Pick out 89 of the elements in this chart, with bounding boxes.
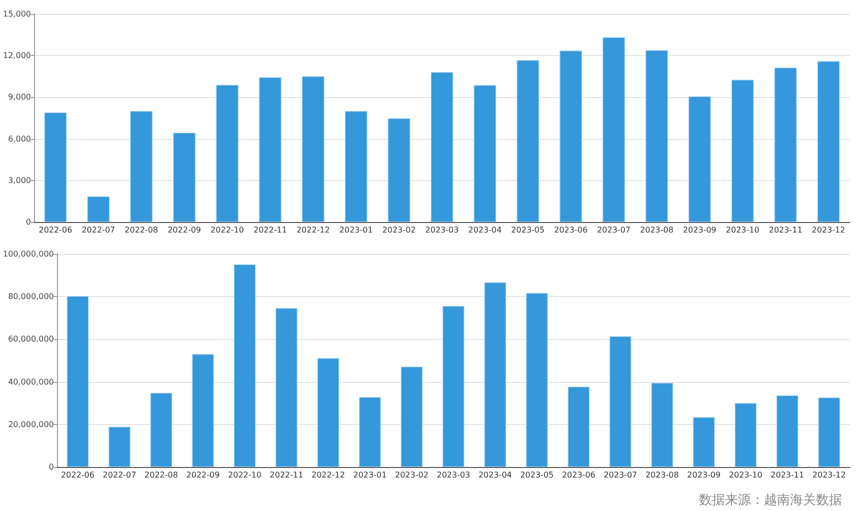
y-tick-label: 15,000 (3, 10, 31, 18)
bar (610, 336, 632, 467)
bar (731, 80, 754, 222)
x-tick-label: 2023-11 (770, 470, 804, 480)
bar (817, 61, 840, 222)
y-tick-label: 80,000,000 (8, 292, 54, 302)
x-tick-label: 2023-12 (812, 226, 846, 234)
bar (344, 111, 368, 222)
y-tick-label: 40,000,000 (8, 377, 54, 386)
bar (87, 196, 110, 222)
x-tick-label: 2022-08 (124, 226, 158, 234)
y-tick-label: 0 (26, 218, 31, 226)
x-tick-label: 2023-07 (597, 226, 631, 234)
bar (774, 68, 797, 222)
y-tick-label: 60,000,000 (8, 334, 54, 344)
x-tick-label: 2022-09 (186, 470, 220, 480)
x-tick-label: 2023-03 (425, 226, 459, 234)
bar (818, 398, 840, 467)
x-tick-label: 2022-07 (102, 470, 136, 480)
x-tick-label: 2023-06 (562, 470, 596, 480)
x-tick-label: 2023-08 (645, 470, 679, 480)
x-tick-label: 2022-09 (168, 226, 202, 234)
bar (568, 386, 590, 467)
bar (302, 76, 324, 222)
bar (526, 292, 548, 467)
x-tick-label: 2023-09 (687, 470, 721, 480)
x-tick-label: 2023-02 (382, 226, 416, 234)
bar (259, 77, 282, 222)
x-tick-label: 2023-11 (768, 226, 802, 234)
x-tick-label: 2022-06 (61, 470, 94, 480)
bar (430, 72, 454, 222)
bar (734, 403, 756, 467)
bar (388, 118, 410, 222)
x-tick-label: 2023-10 (726, 226, 760, 234)
bar (693, 417, 715, 467)
x-tick-label: 2023-05 (511, 226, 545, 234)
bar (688, 96, 711, 222)
bar (359, 397, 381, 467)
x-tick-label: 2022-11 (253, 226, 287, 234)
x-tick-label: 2022-10 (210, 226, 244, 234)
bar (317, 358, 340, 467)
bar (108, 426, 130, 467)
bar (276, 308, 298, 467)
bar (442, 306, 464, 467)
bar (400, 366, 423, 467)
bar (150, 392, 172, 467)
x-tick-label: 2023-02 (394, 470, 428, 480)
x-tick-label: 2023-01 (353, 470, 387, 480)
bar (651, 382, 674, 467)
x-tick-label: 2023-09 (682, 226, 716, 234)
x-tick-label: 2022-08 (144, 470, 178, 480)
x-tick-label: 2023-01 (339, 226, 373, 234)
bar (173, 132, 196, 222)
source-note: 数据来源：越南海关数据 (699, 493, 842, 508)
y-tick-label: 3,000 (8, 176, 31, 185)
bar (216, 84, 238, 222)
y-tick-label: 0 (48, 462, 54, 472)
x-tick-label: 2022-07 (82, 226, 116, 234)
bar (602, 37, 625, 222)
bar (234, 264, 256, 467)
x-tick-label: 2023-05 (520, 470, 554, 480)
x-tick-label: 2022-12 (296, 226, 330, 234)
x-tick-label: 2023-04 (468, 226, 502, 234)
x-tick-label: 2022-12 (312, 470, 345, 480)
x-tick-label: 2023-10 (728, 470, 762, 480)
y-tick-label: 6,000 (8, 134, 31, 144)
bar (560, 50, 582, 222)
bar (66, 296, 89, 467)
x-tick-label: 2022-11 (270, 470, 304, 480)
bar (776, 395, 798, 467)
x-tick-label: 2023-04 (478, 470, 512, 480)
bar (130, 111, 153, 222)
y-tick-label: 20,000,000 (8, 420, 54, 429)
x-tick-label: 2023-03 (436, 470, 470, 480)
x-tick-label: 2023-12 (812, 470, 846, 480)
x-tick-label: 2022-06 (38, 226, 72, 234)
x-tick-label: 2023-07 (604, 470, 638, 480)
bar (646, 50, 668, 222)
y-tick-label: 9,000 (8, 92, 31, 102)
x-tick-label: 2023-06 (554, 226, 588, 234)
bar (192, 354, 214, 467)
y-tick-label: 100,000,000 (2, 250, 54, 258)
bar (474, 85, 496, 222)
y-tick-label: 12,000 (3, 51, 31, 60)
bar (516, 60, 540, 222)
bar (44, 112, 67, 222)
x-tick-label: 2023-08 (640, 226, 674, 234)
bar (484, 282, 506, 467)
x-tick-label: 2022-10 (228, 470, 262, 480)
